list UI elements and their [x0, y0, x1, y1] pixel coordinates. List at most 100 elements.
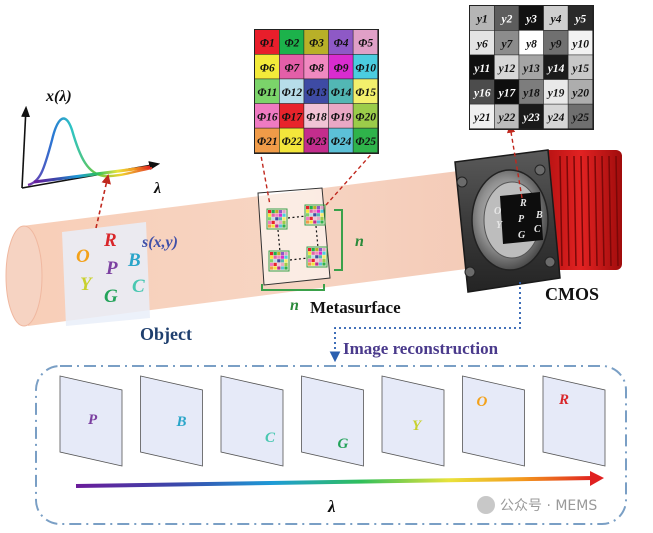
meta-pixel — [315, 255, 319, 259]
meta-pixel — [306, 209, 310, 213]
meta-pixel — [318, 251, 322, 255]
meta-pixel — [311, 255, 315, 259]
spectrum-x-label: λ — [153, 180, 161, 197]
reconstruction-frame — [140, 375, 203, 467]
filter-cell — [304, 103, 329, 128]
meta-pixel — [313, 213, 317, 217]
output-label: y1 — [475, 14, 488, 26]
filter-label: Φ15 — [355, 87, 376, 99]
sensor-letter: Y — [496, 220, 503, 231]
spectrum-y-label: x(λ) — [45, 88, 72, 105]
meta-link — [277, 229, 281, 253]
cmos-label: CMOS — [545, 284, 599, 304]
filter-cell — [279, 30, 304, 54]
output-label: y9 — [549, 38, 562, 50]
meta-pixel — [273, 255, 277, 259]
output-cell — [543, 30, 568, 55]
filter-label: Φ4 — [334, 38, 349, 50]
output-cell — [543, 6, 568, 30]
meta-pixel — [284, 266, 288, 270]
sensor-letters: O RB Y PCG — [494, 198, 543, 241]
meta-pixel — [271, 210, 275, 214]
metasurface-label: Metasurface — [310, 298, 401, 317]
wavelength-axis-arrowhead — [590, 471, 604, 486]
output-label: y4 — [549, 14, 562, 26]
meta-pixel — [308, 251, 312, 255]
output-cell — [470, 104, 494, 129]
output-label: y17 — [497, 88, 517, 100]
meta-pixel — [308, 258, 312, 262]
meta-pixel — [306, 216, 310, 220]
sensor-letter: C — [534, 224, 541, 235]
meta-pixel — [268, 217, 272, 221]
meta-cluster — [268, 250, 290, 272]
filter-label: Φ25 — [355, 136, 376, 148]
filter-label: Φ23 — [306, 136, 327, 148]
meta-pixel — [316, 209, 320, 213]
output-cell — [568, 55, 593, 80]
reconstruction-frame — [381, 375, 445, 467]
meta-pixel — [309, 213, 313, 217]
sensor-letter: P — [518, 214, 525, 225]
meta-pixel — [313, 220, 317, 224]
meta-pixel — [275, 220, 279, 224]
output-cell — [494, 6, 519, 30]
filter-label: Φ16 — [257, 112, 278, 124]
output-cell — [494, 30, 519, 55]
meta-pixel — [322, 248, 326, 252]
meta-pixel — [315, 258, 319, 262]
meta-pixel — [313, 206, 317, 210]
meta-pixel — [278, 224, 282, 228]
filter-cell — [304, 128, 329, 153]
filter-cell — [353, 54, 378, 79]
output-cell — [519, 55, 544, 80]
reconstruction-frame — [542, 375, 606, 467]
output-label: y7 — [499, 38, 513, 50]
meta-pixel — [309, 206, 313, 210]
meta-pixel — [308, 255, 312, 259]
filter-cell — [328, 79, 353, 104]
filter-label: Φ19 — [331, 112, 352, 124]
meta-pixel — [316, 220, 320, 224]
meta-pixel — [275, 217, 279, 221]
object-letter: Y — [80, 274, 94, 295]
reconstruction-frame — [59, 375, 123, 467]
filter-label: Φ11 — [257, 87, 277, 99]
filter-cell — [279, 79, 304, 104]
filter-cell — [353, 30, 378, 54]
spectrum-y-axis — [21, 105, 31, 189]
filter-grid: Φ1 Φ2 Φ3 Φ4 Φ5 Φ6 Φ7 Φ8 Φ9 Φ10 Φ11 Φ12 Φ13 Φ14 Φ15 Φ16 Φ… — [254, 29, 379, 154]
object-letter: C — [132, 276, 145, 297]
meta-pixel — [311, 251, 315, 255]
sensor-output-grid: y1 y2 y3 y4 y5 y6 y7 y8 y9 y10 y11 y12 y13 y14 y15 y16 y… — [469, 5, 594, 130]
heatsink-fin — [608, 155, 612, 267]
frame-letter: C — [265, 430, 276, 446]
object-letter: B — [127, 250, 141, 271]
output-cell — [543, 79, 568, 104]
meta-pixel — [271, 224, 275, 228]
reconstruction-frame — [462, 375, 525, 467]
output-cell — [470, 79, 494, 104]
output-label: y5 — [573, 14, 586, 26]
heatsink-fin — [615, 155, 619, 267]
meta-pixel — [318, 262, 322, 266]
meta-pixel — [284, 262, 288, 266]
meta-pixel — [318, 258, 322, 262]
output-label: y12 — [497, 63, 516, 75]
meta-link — [315, 225, 319, 249]
meta-link — [287, 215, 307, 219]
cmos-camera — [454, 149, 622, 293]
filter-label: Φ14 — [331, 87, 352, 99]
filter-cell — [353, 103, 378, 128]
sensor-letter: O — [494, 206, 501, 217]
meta-pixel — [315, 248, 319, 252]
filter-label: Φ20 — [355, 112, 376, 124]
meta-pixel — [280, 255, 284, 259]
meta-link — [289, 257, 309, 261]
output-label: y16 — [472, 88, 491, 100]
output-label: y11 — [472, 63, 490, 75]
output-label: y23 — [521, 112, 540, 124]
meta-pixel — [273, 259, 277, 263]
reconstruction-frame — [220, 375, 284, 467]
meta-pixel — [270, 266, 274, 270]
